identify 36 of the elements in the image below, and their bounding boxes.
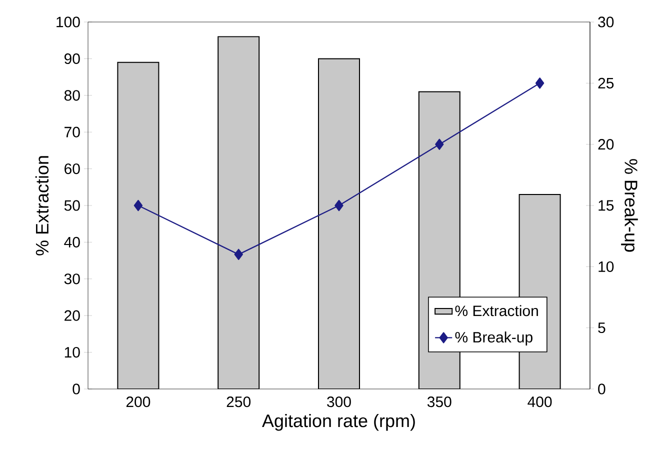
y2-tick-label: 25	[598, 78, 614, 88]
y-tick-label: 70	[64, 126, 80, 138]
point	[134, 200, 143, 212]
legend-label: % Break-up	[455, 332, 532, 346]
x-axis-title: Agitation rate (rpm)	[262, 414, 415, 431]
y-tick-label: 60	[64, 163, 80, 174]
x-tick-label: 400	[528, 396, 552, 408]
y-tick-label: 80	[64, 90, 80, 101]
y2-tick-label: 15	[598, 200, 614, 211]
point	[334, 200, 344, 212]
y2-tick-label: 30	[598, 16, 614, 28]
legend-label: % Extraction	[455, 305, 538, 316]
point	[234, 248, 243, 260]
y-tick-label: 20	[64, 310, 80, 321]
y-tick-label: 30	[64, 274, 80, 284]
point	[535, 78, 544, 89]
x-tick-label: 300	[327, 396, 351, 408]
y-axis-title: % Extraction	[35, 156, 49, 256]
y2-tick-label: 5	[598, 322, 606, 334]
y2-tick-label: 0	[598, 384, 606, 394]
y-tick-label: 40	[64, 236, 80, 248]
y2-axis-title: % Break-up	[621, 159, 638, 252]
y2-tick-label: 10	[598, 261, 614, 272]
x-tick-label: 350	[427, 396, 452, 408]
point	[435, 138, 444, 150]
bar	[318, 58, 360, 389]
bar	[218, 36, 260, 389]
x-tick-label: 200	[126, 396, 150, 408]
bar	[117, 62, 160, 389]
x-tick-label: 250	[226, 396, 251, 408]
y-tick-label: 100	[56, 16, 80, 28]
y-tick-label: 90	[64, 53, 80, 64]
y2-tick-label: 20	[598, 139, 614, 150]
y-tick-label: 10	[64, 346, 80, 358]
y-tick-label: 50	[64, 200, 80, 211]
y-tick-label: 0	[72, 384, 80, 394]
